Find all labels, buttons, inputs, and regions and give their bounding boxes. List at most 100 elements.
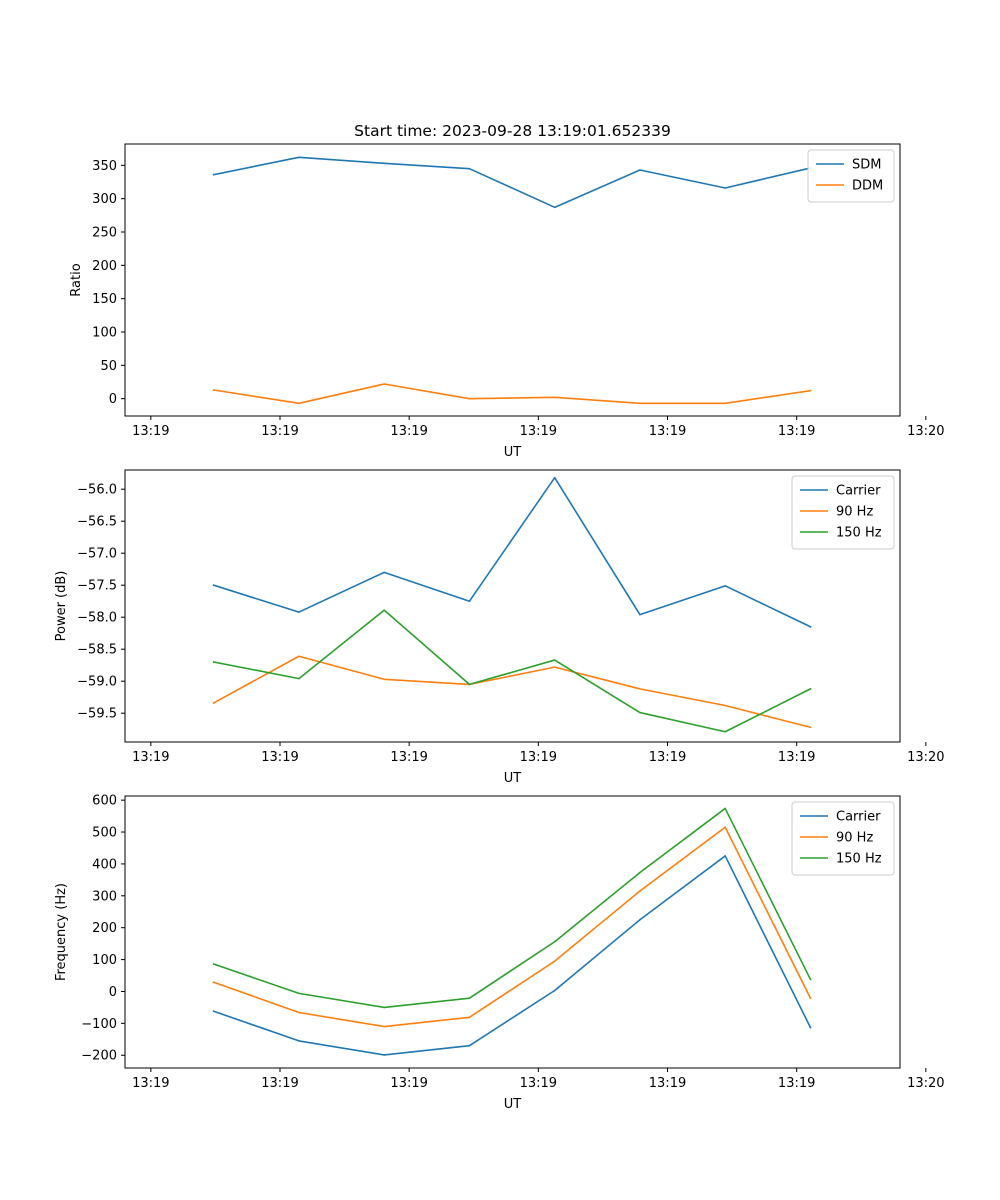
panel-1-y-tick-label-4: 200 <box>92 259 117 274</box>
panel-1-axes-frame <box>124 143 901 417</box>
panel-3-y-tick-label-7: 500 <box>92 826 117 841</box>
panel-3-series-carrier-point <box>468 1044 471 1047</box>
panel-3-y-tick-label-0: −200 <box>81 1049 117 1064</box>
panel-3-y-tick-label-1: −100 <box>81 1017 117 1032</box>
panel-3-series-carrier-point <box>809 1026 812 1029</box>
panel-1-series-sdm-point <box>553 206 556 209</box>
panel-3-x-tick-label-4: 13:19 <box>649 1076 686 1091</box>
panel-3-series-90-hz-point <box>809 997 812 999</box>
panel-1-y-axis-label: Ratio <box>69 263 84 296</box>
panel-2-y-axis-label: Power (dB) <box>54 571 69 642</box>
panel-3-series-150-hz-point <box>639 871 641 874</box>
panel-2-x-axis-label: UT <box>504 771 522 786</box>
panel-3-y-tick-label-3: 100 <box>92 953 117 968</box>
panel-3-x-tick-label-1: 13:19 <box>261 1076 298 1091</box>
panel-3-y-tick-label-8: 600 <box>92 794 117 809</box>
panel-2-series-90-hz-point <box>212 702 215 704</box>
panel-2-series-150-hz-point <box>298 677 300 680</box>
panel-2-y-tick-label-0: −59.5 <box>77 707 117 722</box>
panel-1-series-ddm-point <box>553 396 556 399</box>
panel-3-legend-label-150-hz: 150 Hz <box>836 852 882 867</box>
panel-2-legend-box <box>791 475 895 550</box>
panel-2-x-tick-label-5: 13:19 <box>778 750 815 765</box>
panel-3-series-90-hz-point <box>212 981 215 984</box>
panel-2-series-90-hz-line <box>212 655 812 729</box>
panel-3-x-tick-label-6: 13:20 <box>907 1076 944 1091</box>
panel-3-series-90-hz-point <box>298 1011 300 1014</box>
panel-3-series-150-hz-line <box>212 807 812 1009</box>
panel-1-series-ddm-line <box>212 383 812 405</box>
panel-1-x-tick-label-1: 13:19 <box>261 424 298 439</box>
panel-2-y-tick-label-5: −57.0 <box>77 547 117 562</box>
panel-3-series-carrier-point <box>212 1010 215 1013</box>
panel-1-legend: SDM DDM <box>807 149 895 203</box>
panel-2-series-carrier-point <box>383 571 385 574</box>
panel-2: 13:19 13:19 13:19 13:19 13:19 13:19 13:20 −59.5… <box>54 469 945 786</box>
panel-1-legend-label-ddm: DDM <box>852 179 883 194</box>
panel-1-y-tick-label-6: 300 <box>92 192 117 207</box>
panel-1-series-ddm-point <box>298 402 300 405</box>
panel-3-series-carrier-point <box>383 1054 385 1056</box>
panel-2-y-tick-label-6: −56.5 <box>77 515 117 530</box>
panel-3-series-90-hz-point <box>639 890 641 892</box>
panel-2-series-90-hz-point <box>809 726 812 729</box>
panel-3-legend: Carrier 90 Hz 150 Hz <box>791 801 895 876</box>
panel-2-series-carrier-point <box>639 613 641 616</box>
panel-2-series-150-hz-point <box>809 688 812 690</box>
panel-2-series-90-hz-point <box>298 655 300 658</box>
panel-3-y-tick-label-2: 0 <box>109 985 117 1000</box>
panel-3-series-carrier-line <box>212 855 812 1056</box>
panel-3-series-150-hz-point <box>383 1006 385 1009</box>
panel-3-series-90-hz-point <box>553 960 556 962</box>
panel-2-series-150-hz-point <box>639 711 641 714</box>
panel-2-y-tick-label-4: −57.5 <box>77 579 117 594</box>
panel-1-x-axis-label: UT <box>504 445 522 460</box>
panel-2-series-150-hz-point <box>468 683 471 686</box>
panel-2-series-carrier-point <box>212 584 215 586</box>
panel-1-x-tick-label-3: 13:19 <box>520 424 557 439</box>
panel-2-series-carrier-point <box>298 611 300 613</box>
panel-2-series-150-hz-point <box>553 659 556 661</box>
panel-3-series-150-hz-point <box>724 807 726 810</box>
panel-3: 13:19 13:19 13:19 13:19 13:19 13:19 13:20 −200 −… <box>54 794 945 1112</box>
panel-1-series-ddm-point <box>724 402 726 405</box>
panel-3-series-150-hz-point <box>468 997 471 999</box>
panel-1-y-tick-label-7: 350 <box>92 159 117 174</box>
panel-2-y-tick-label-1: −59.0 <box>77 675 117 690</box>
panel-2-series-150-hz-line <box>212 609 812 733</box>
panel-2-x-tick-label-4: 13:19 <box>649 750 686 765</box>
panel-2-legend-label-carrier: Carrier <box>836 484 881 499</box>
panel-3-x-tick-label-2: 13:19 <box>390 1076 427 1091</box>
panel-3-series-carrier-point <box>298 1040 300 1042</box>
panel-2-series-carrier-line <box>212 476 812 628</box>
panel-1-legend-label-sdm: SDM <box>852 158 881 173</box>
panel-3-y-tick-label-5: 300 <box>92 889 117 904</box>
panel-2-series-carrier-point <box>809 626 812 628</box>
panel-3-x-tick-label-5: 13:19 <box>778 1076 815 1091</box>
panel-1-series-sdm-point <box>212 173 215 176</box>
panel-1-x-tick-label-0: 13:19 <box>132 424 169 439</box>
charts: 13:19 13:19 13:19 13:19 13:19 13:19 13:20 0 50 10… <box>54 143 945 1112</box>
panel-3-legend-box <box>791 801 895 876</box>
panel-2-series-carrier-point <box>553 476 556 479</box>
panel-2-series-90-hz-point <box>639 688 641 690</box>
panel-3-series-90-hz-point <box>383 1025 385 1028</box>
panel-3-y-tick-label-6: 400 <box>92 857 117 872</box>
panel-3-series-carrier-point <box>639 918 641 921</box>
panel-2-series-150-hz-point <box>212 661 215 663</box>
panel-3-series-90-hz-line <box>212 826 812 1028</box>
panel-2-series-90-hz-point <box>724 704 726 707</box>
panel-1: 13:19 13:19 13:19 13:19 13:19 13:19 13:20 0 50 10… <box>69 143 945 460</box>
panel-3-axes-frame <box>124 795 901 1069</box>
panel-3-x-tick-label-0: 13:19 <box>132 1076 169 1091</box>
panel-2-legend-label-150-hz: 150 Hz <box>836 526 882 541</box>
panel-3-series-carrier-point <box>553 989 556 992</box>
panel-1-series-ddm-point <box>639 402 641 405</box>
panel-2-y-tick-label-2: −58.5 <box>77 643 117 658</box>
panel-3-x-tick-label-3: 13:19 <box>520 1076 557 1091</box>
panel-3-series-150-hz-point <box>212 963 215 965</box>
panel-2-x-tick-label-3: 13:19 <box>520 750 557 765</box>
panel-1-series-sdm-point <box>468 167 471 170</box>
panel-2-series-90-hz-point <box>553 666 556 668</box>
figure-title: Start time: 2023-09-28 13:19:01.652339 <box>354 122 671 140</box>
